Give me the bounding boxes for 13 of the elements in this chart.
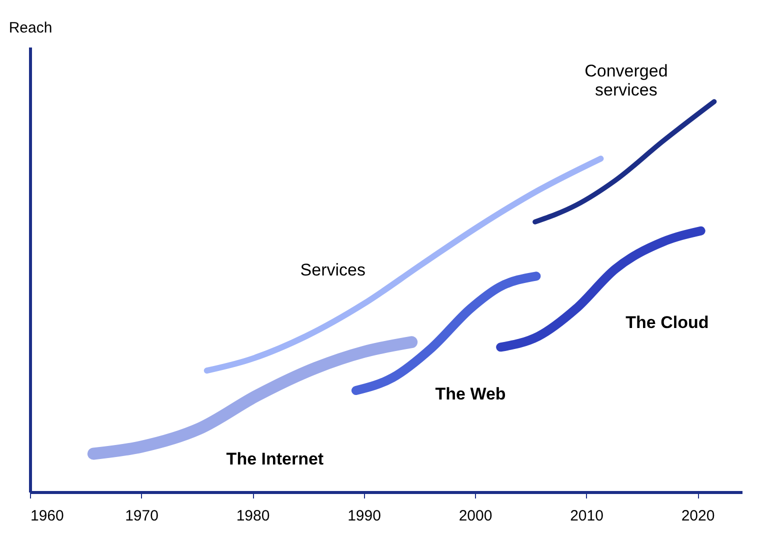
x-tick-label: 2000 xyxy=(458,508,492,524)
text: The Cloud xyxy=(626,313,709,332)
x-tick-label: 1960 xyxy=(30,508,64,524)
x-tick-label: 1990 xyxy=(348,508,381,524)
x-tick-label: 1970 xyxy=(125,508,158,524)
series-label: The Web xyxy=(435,384,506,404)
series-label: The Internet xyxy=(226,450,324,469)
x-tick-label: 2010 xyxy=(570,508,604,524)
x-tick-label: 1980 xyxy=(236,508,270,524)
x-tick-label: 2020 xyxy=(681,508,715,524)
series-label: Services xyxy=(300,260,366,280)
series-label: Converged services xyxy=(584,62,668,100)
y-axis-title: Reach xyxy=(8,20,52,36)
